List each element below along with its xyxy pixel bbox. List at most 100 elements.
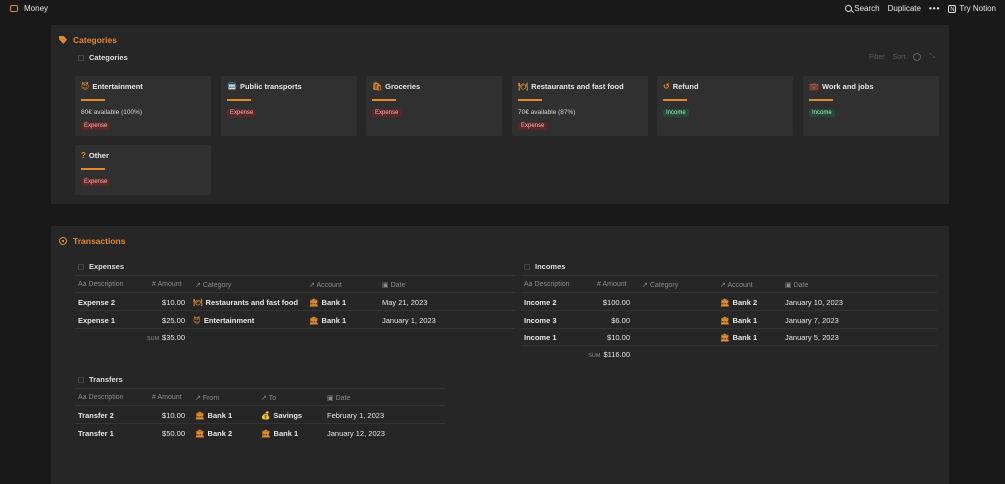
database-icon	[78, 54, 84, 61]
divider	[75, 328, 515, 329]
transfers-view-title[interactable]: Transfers	[78, 375, 123, 384]
expenses-view-title[interactable]: Expenses	[78, 262, 124, 271]
type-badge: Expense	[81, 178, 111, 186]
table-row-amount[interactable]: $6.00	[611, 316, 630, 325]
table-row-amount[interactable]: $50.00	[162, 429, 185, 438]
table-row-desc[interactable]: Expense 2	[78, 298, 116, 307]
header-amount[interactable]: # Amount	[152, 394, 182, 401]
table-row-category[interactable]: 😈 Entertainment	[193, 316, 255, 325]
categories-view-title[interactable]: Categories	[78, 53, 128, 62]
devil-icon: 😈	[193, 316, 201, 325]
page-breadcrumb-title[interactable]: Money	[24, 4, 49, 13]
money-bag-icon: 💰	[261, 411, 271, 420]
header-date[interactable]: ▣ Date	[785, 282, 809, 289]
header-amount[interactable]: # Amount	[597, 281, 627, 288]
header-category[interactable]: ↗ Category	[642, 282, 679, 289]
table-row-account[interactable]: 🏛 Bank 2	[720, 298, 758, 307]
view-search-icon[interactable]	[913, 53, 922, 61]
table-row-from[interactable]: 🏛 Bank 2	[195, 429, 233, 438]
header-category[interactable]: ↗ Category	[195, 282, 232, 289]
transactions-panel: Transactions Expenses Aa Description # A…	[51, 226, 949, 484]
table-row-desc[interactable]: Income 1	[524, 333, 557, 342]
budget-bar	[81, 99, 105, 101]
divider	[75, 388, 445, 389]
table-row-desc[interactable]: Transfer 2	[78, 411, 114, 420]
header-to[interactable]: ↗ To	[261, 395, 277, 402]
bank-icon: 🏛	[720, 333, 730, 342]
table-row-category[interactable]: 🍽 Restaurants and fast food	[193, 298, 299, 307]
header-description[interactable]: Aa Description	[524, 281, 570, 288]
table-row-amount[interactable]: $25.00	[162, 316, 185, 325]
category-card-work[interactable]: 💼 Work and jobs Income	[803, 76, 939, 136]
table-row-desc[interactable]: Income 3	[524, 316, 557, 325]
categories-heading: Categories	[59, 35, 117, 45]
sort-button[interactable]: Sort	[892, 53, 906, 61]
table-row-date[interactable]: January 7, 2023	[785, 316, 839, 325]
table-row-date[interactable]: January 10, 2023	[785, 298, 843, 307]
category-card-other[interactable]: ? Other Expense	[75, 145, 211, 195]
table-row-amount[interactable]: $100.00	[602, 298, 630, 307]
category-card-groceries[interactable]: 🛍 Groceries Expense	[366, 76, 502, 136]
expand-icon[interactable]: ⤡	[929, 53, 936, 60]
table-row-account[interactable]: 🏛 Bank 1	[720, 333, 758, 342]
search-button[interactable]: Search	[845, 4, 880, 13]
table-row-account[interactable]: 🏛 Bank 1	[309, 316, 347, 325]
more-options-button[interactable]: •••	[928, 4, 941, 13]
table-row-desc[interactable]: Income 2	[524, 298, 557, 307]
table-row-to[interactable]: 🏛 Bank 1	[261, 429, 299, 438]
try-notion-button[interactable]: N Try Notion	[948, 4, 996, 13]
type-badge: Expense	[81, 122, 111, 130]
database-icon	[524, 263, 530, 270]
header-description[interactable]: Aa Description	[78, 394, 124, 401]
budget-bar	[518, 99, 542, 101]
budget-bar	[372, 99, 396, 101]
bank-icon: 🏛	[261, 429, 271, 438]
duplicate-button[interactable]: Duplicate	[887, 4, 921, 13]
header-from[interactable]: ↗ From	[195, 395, 220, 402]
expenses-sum: SUM $35.00	[146, 333, 185, 342]
table-row-account[interactable]: 🏛 Bank 1	[309, 298, 347, 307]
categories-panel: Categories Categories Filter Sort ⤡ 😈 Ent…	[51, 25, 949, 204]
type-badge: Income	[663, 109, 689, 117]
divider	[521, 345, 937, 346]
table-row-date[interactable]: January 5, 2023	[785, 333, 839, 342]
card-title: Entertainment	[92, 82, 143, 91]
header-date[interactable]: ▣ Date	[327, 395, 351, 402]
category-card-entertainment[interactable]: 😈 Entertainment 80€ available (100%) Expe…	[75, 76, 211, 136]
table-row-date[interactable]: January 12, 2023	[327, 429, 385, 438]
table-row-from[interactable]: 🏛 Bank 1	[195, 411, 233, 420]
header-account[interactable]: ↗ Account	[720, 282, 753, 289]
table-row-desc[interactable]: Transfer 1	[78, 429, 114, 438]
refund-arrow-icon: ↺	[663, 82, 670, 91]
search-icon	[845, 5, 853, 12]
breadcrumb[interactable]: Money	[10, 4, 48, 13]
budget-bar	[663, 99, 687, 101]
table-row-to[interactable]: 💰 Savings	[261, 411, 303, 420]
incomes-view-title[interactable]: Incomes	[524, 262, 565, 271]
filter-button[interactable]: Filter	[869, 53, 885, 61]
table-row-amount[interactable]: $10.00	[607, 333, 630, 342]
divider	[75, 275, 515, 276]
table-row-account[interactable]: 🏛 Bank 1	[720, 316, 758, 325]
table-row-date[interactable]: February 1, 2023	[327, 411, 385, 420]
budget-bar	[809, 99, 833, 101]
table-row-amount[interactable]: $10.00	[162, 411, 185, 420]
header-amount[interactable]: # Amount	[152, 281, 182, 288]
table-row-desc[interactable]: Expense 1	[78, 316, 116, 325]
bank-icon: 🏛	[195, 429, 205, 438]
header-date[interactable]: ▣ Date	[382, 282, 406, 289]
table-row-date[interactable]: January 1, 2023	[382, 316, 436, 325]
category-card-restaurants[interactable]: 🍽 Restaurants and fast food 70€ available…	[512, 76, 648, 136]
money-icon	[10, 5, 18, 12]
category-card-refund[interactable]: ↺ Refund Income	[657, 76, 793, 136]
available-text: 80€ available (100%)	[81, 109, 143, 116]
transactions-icon	[59, 237, 67, 245]
shopping-bags-icon: 🛍	[372, 82, 383, 91]
header-account[interactable]: ↗ Account	[309, 282, 342, 289]
category-card-public-transports[interactable]: 🚍 Public transports Expense	[221, 76, 357, 136]
card-title: Groceries	[385, 82, 421, 91]
card-title: Restaurants and fast food	[531, 82, 624, 91]
header-description[interactable]: Aa Description	[78, 281, 124, 288]
table-row-amount[interactable]: $10.00	[162, 298, 185, 307]
table-row-date[interactable]: May 21, 2023	[382, 298, 428, 307]
